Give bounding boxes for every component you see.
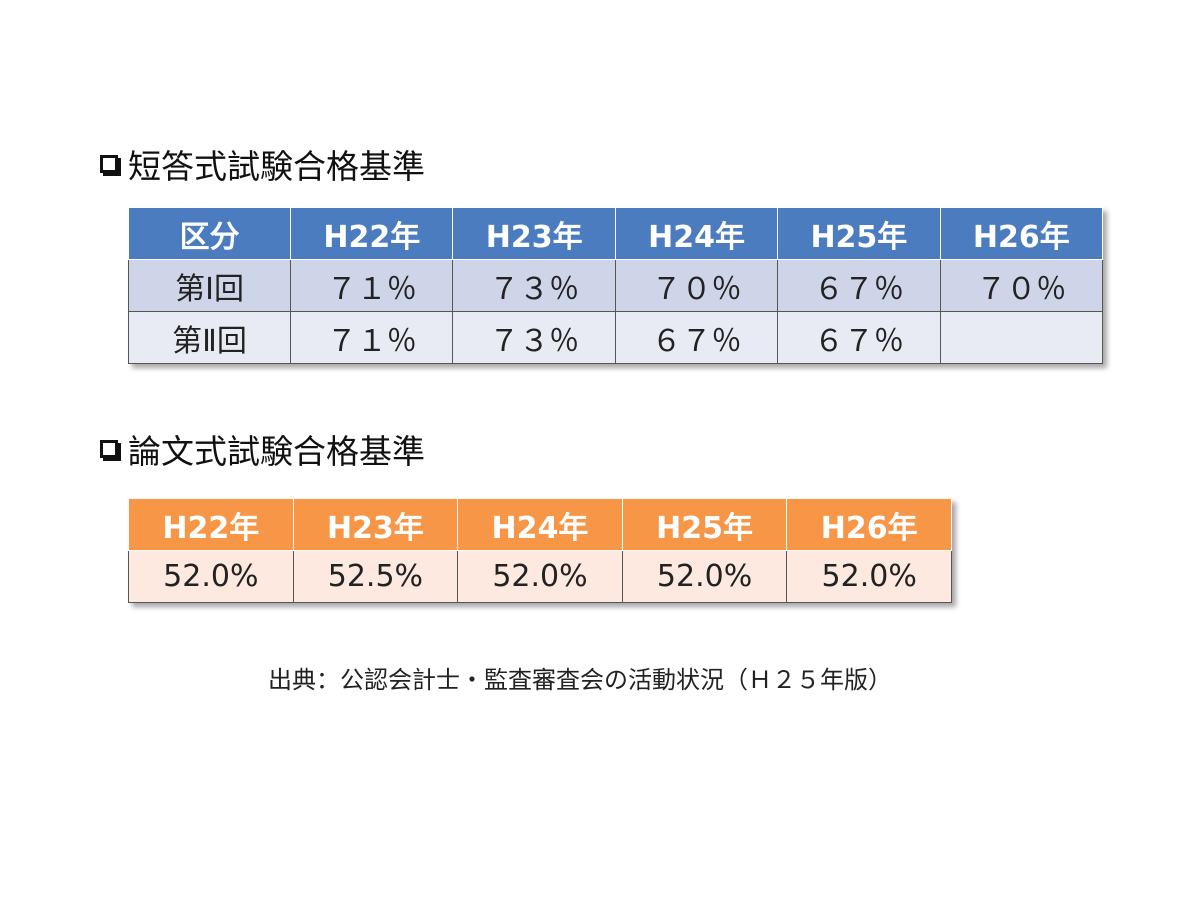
cell: 52.5% bbox=[292, 550, 459, 603]
table: H22年 H23年 H24年 H25年 H26年 52.0% 52.5% 52.0% 52.0%… bbox=[128, 498, 952, 603]
row: 第Ⅰ回 ７１％ ７３％ ７０％ ６７％ ７０％ bbox=[127, 259, 1104, 312]
cell: 第Ⅰ回 bbox=[127, 259, 292, 312]
header-cell: H22年 bbox=[290, 207, 454, 260]
cell bbox=[939, 311, 1104, 364]
header-cell: H26年 bbox=[786, 498, 952, 551]
row: 第Ⅱ回 ７１％ ７３％ ６７％ ６７％ bbox=[127, 311, 1104, 364]
section-title: 論文式試験合格基準 bbox=[100, 425, 425, 473]
cell: ７０％ bbox=[939, 259, 1104, 312]
cell: ７１％ bbox=[290, 311, 454, 364]
row: 52.0% 52.5% 52.0% 52.0% 52.0% bbox=[128, 550, 952, 603]
cell: ７０％ bbox=[614, 259, 779, 312]
cell: 52.0% bbox=[128, 550, 294, 603]
cell: ７３％ bbox=[452, 259, 616, 312]
header-cell: H23年 bbox=[452, 207, 616, 260]
cell: ６７％ bbox=[777, 259, 941, 312]
header-cell: H25年 bbox=[777, 207, 941, 260]
header-cell: H26年 bbox=[939, 207, 1104, 260]
header-cell: 区分 bbox=[127, 207, 292, 260]
cell: ７１％ bbox=[290, 259, 454, 312]
title-text: 論文式試験合格基準 bbox=[128, 432, 425, 471]
source: 出典：公認会計士・監査審査会の活動状況（Ｈ２５年版） bbox=[268, 666, 892, 694]
header-cell: H22年 bbox=[128, 498, 294, 551]
cell: 第Ⅱ回 bbox=[127, 311, 292, 364]
cell: ６７％ bbox=[777, 311, 941, 364]
section-title: 短答式試験合格基準 bbox=[100, 140, 425, 188]
header-cell: H23年 bbox=[292, 498, 459, 551]
cell: 52.0% bbox=[457, 550, 623, 603]
table: 区分 H22年 H23年 H24年 H25年 H26年 第Ⅰ回 ７１％ ７３％ ７０％ ６７％ ７０％… bbox=[127, 207, 1104, 364]
header-cell: H24年 bbox=[614, 207, 779, 260]
header-cell: H25年 bbox=[621, 498, 788, 551]
bullet bbox=[100, 155, 121, 176]
cell: 52.0% bbox=[786, 550, 952, 603]
header-row: 区分 H22年 H23年 H24年 H25年 H26年 bbox=[127, 207, 1104, 260]
cell: ６７％ bbox=[614, 311, 779, 364]
cell: ７３％ bbox=[452, 311, 616, 364]
bullet bbox=[100, 440, 121, 461]
cell: 52.0% bbox=[621, 550, 788, 603]
header-row: H22年 H23年 H24年 H25年 H26年 bbox=[128, 498, 952, 551]
header-cell: H24年 bbox=[457, 498, 623, 551]
title-text: 短答式試験合格基準 bbox=[128, 147, 425, 186]
